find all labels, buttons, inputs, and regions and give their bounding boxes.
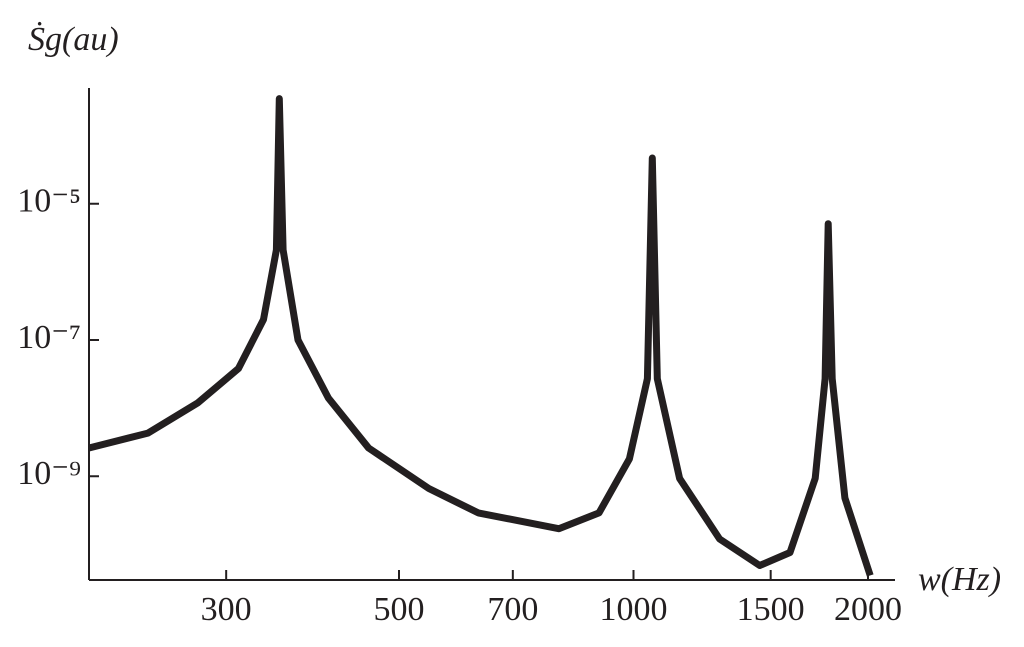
x-tick-label: 1500 <box>737 591 805 628</box>
x-tick-label: 700 <box>487 591 538 628</box>
x-axis-label: w(Hz) <box>918 561 1001 598</box>
x-tick-label: 1000 <box>599 591 667 628</box>
x-tick-label: 300 <box>201 591 252 628</box>
y-tick-label: 10⁻⁹ <box>17 455 81 492</box>
data-line <box>88 95 874 577</box>
y-axis-label: Ṡg(au) <box>28 21 119 58</box>
y-tick-label: 10⁻⁵ <box>17 183 81 220</box>
x-tick-label: 500 <box>373 591 424 628</box>
y-tick-label: 10⁻⁷ <box>17 319 81 356</box>
x-tick-label: 2000 <box>834 591 902 628</box>
